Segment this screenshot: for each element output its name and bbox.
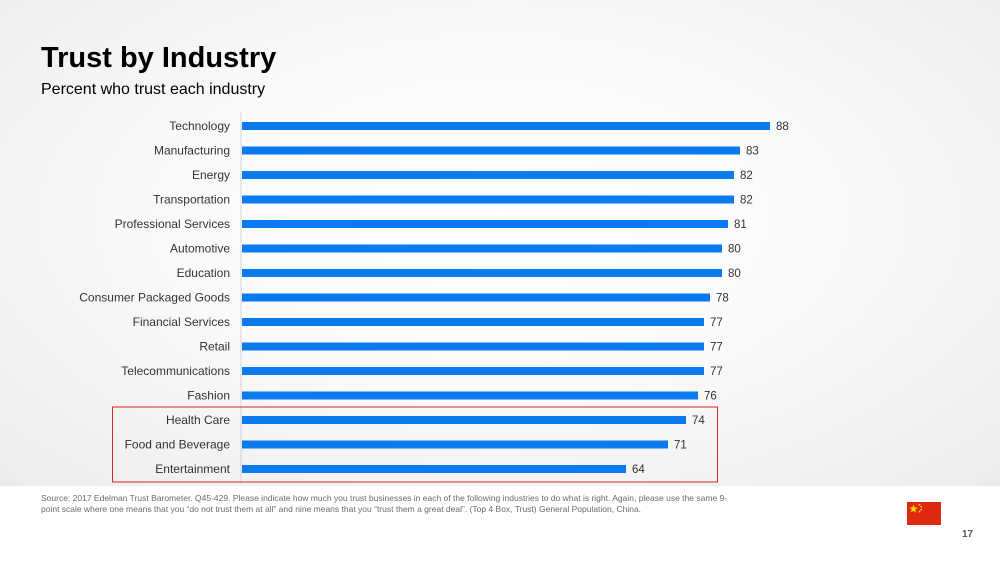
category-label: Entertainment [155,462,230,476]
data-label: 82 [740,170,753,182]
slide-background [0,0,1000,486]
bar [242,416,686,424]
data-label: 88 [776,121,789,133]
bar [242,244,722,253]
page-number: 17 [962,529,974,540]
source-footnote: Source: 2017 Edelman Trust Barometer. Q4… [41,493,728,514]
bar [242,342,704,351]
trust-bar-chart: Technology 88 Manufacturing 83 Energy 82 Trans… [79,112,789,483]
category-label: Energy [192,168,230,182]
bar [242,440,668,449]
bar [242,318,704,326]
data-label: 80 [728,244,741,256]
data-label: 76 [704,391,717,403]
data-label: 74 [692,415,705,427]
bar [242,269,722,277]
bar [242,465,626,473]
bar [242,220,728,228]
category-label: Manufacturing [154,144,230,158]
data-label: 83 [746,146,759,158]
category-label: Fashion [187,389,230,403]
bar [242,122,770,130]
slide-title: Trust by Industry [41,42,277,74]
data-label: 82 [740,195,753,207]
category-label: Education [177,266,230,280]
data-label: 80 [728,268,741,280]
category-label: Retail [199,340,230,354]
slide-subtitle: Percent who trust each industry [41,81,266,98]
highlight-box [112,406,718,483]
category-label: Automotive [170,242,230,256]
data-label: 64 [632,464,645,476]
data-label: 71 [674,440,687,452]
china-flag-icon [907,502,941,525]
category-label: Technology [169,119,230,133]
bar [242,195,734,204]
data-label: 77 [710,342,723,354]
category-label: Financial Services [133,315,230,329]
category-label: Professional Services [115,217,230,231]
data-label: 81 [734,219,747,231]
data-label: 77 [710,317,723,329]
category-label: Food and Beverage [125,438,231,452]
data-label: 78 [716,293,729,305]
bar [242,146,740,155]
category-label: Health Care [166,413,230,427]
category-label: Transportation [153,193,230,207]
bar [242,293,710,302]
bar [242,367,704,375]
bar [242,171,734,179]
bar [242,391,698,400]
category-label: Telecommunications [121,364,230,378]
data-label: 77 [710,366,723,378]
category-label: Consumer Packaged Goods [79,291,230,305]
